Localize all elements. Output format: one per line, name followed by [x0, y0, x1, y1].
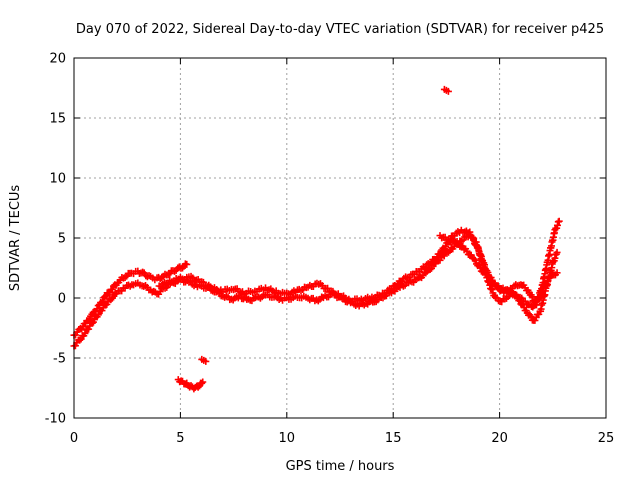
- chart-title: Day 070 of 2022, Sidereal Day-to-day VTE…: [76, 22, 604, 37]
- data-point: [441, 243, 449, 251]
- series-track-a: [70, 260, 191, 339]
- y-tick-label: 20: [49, 52, 66, 67]
- data-point: [527, 313, 535, 321]
- series-isolated: [198, 85, 452, 365]
- data-point: [466, 228, 474, 236]
- data-point: [194, 383, 202, 391]
- data-point: [553, 269, 561, 277]
- y-tick-label: 10: [49, 172, 66, 187]
- data-point: [421, 264, 429, 272]
- data-point: [71, 342, 79, 350]
- series-track-c: [155, 217, 563, 309]
- data-point: [107, 296, 115, 304]
- data-point: [437, 249, 445, 257]
- data-point: [435, 250, 443, 258]
- y-tick-label: -10: [45, 412, 66, 427]
- data-point: [543, 278, 551, 286]
- data-point: [88, 319, 96, 327]
- x-tick-label: 10: [279, 431, 296, 446]
- x-tick-label: 20: [491, 431, 508, 446]
- x-tick-label: 25: [598, 431, 615, 446]
- data-point: [198, 379, 206, 387]
- data-point: [476, 264, 484, 272]
- y-axis-label: SDTVAR / TECUs: [8, 185, 23, 292]
- axis-ticks: 0 5 10 15 20 25 -10 -5 0 5 10 15 20: [45, 52, 615, 447]
- data-point: [183, 260, 191, 268]
- data-point: [76, 336, 84, 344]
- x-tick-label: 5: [176, 431, 184, 446]
- data-point: [463, 247, 471, 255]
- data-point: [555, 217, 563, 225]
- data-point: [79, 323, 87, 331]
- data-point: [103, 300, 111, 308]
- data-point: [202, 357, 210, 365]
- y-tick-label: 0: [58, 292, 66, 307]
- y-tick-label: 15: [49, 112, 66, 127]
- data-point: [81, 329, 89, 337]
- series-track-e: [174, 376, 207, 393]
- data-point: [85, 325, 93, 333]
- data-point: [94, 311, 102, 319]
- data-point: [526, 311, 534, 319]
- data-point: [467, 251, 475, 259]
- y-tick-label: -5: [53, 352, 66, 367]
- series-track-b: [70, 231, 561, 350]
- series-track-d: [436, 232, 561, 311]
- data-point: [471, 256, 479, 264]
- data-point: [470, 236, 478, 244]
- data-point: [484, 274, 492, 282]
- data-point: [553, 248, 561, 256]
- data-point: [530, 302, 538, 310]
- data-point: [489, 277, 497, 285]
- data-point: [108, 285, 116, 293]
- data-markers: [70, 85, 563, 393]
- y-tick-label: 5: [58, 232, 66, 247]
- data-point: [89, 318, 97, 326]
- data-point: [529, 303, 537, 311]
- data-point: [553, 221, 561, 229]
- x-tick-label: 15: [385, 431, 402, 446]
- data-point: [444, 87, 452, 95]
- data-point: [457, 242, 465, 250]
- data-point: [324, 284, 332, 292]
- data-point: [428, 264, 436, 272]
- x-tick-label: 0: [70, 431, 78, 446]
- data-point: [546, 274, 554, 282]
- data-point: [470, 255, 478, 263]
- data-point: [199, 378, 207, 386]
- data-point: [108, 294, 116, 302]
- grid-lines: [74, 58, 606, 418]
- x-axis-label: GPS time / hours: [286, 459, 395, 474]
- data-point: [528, 293, 536, 301]
